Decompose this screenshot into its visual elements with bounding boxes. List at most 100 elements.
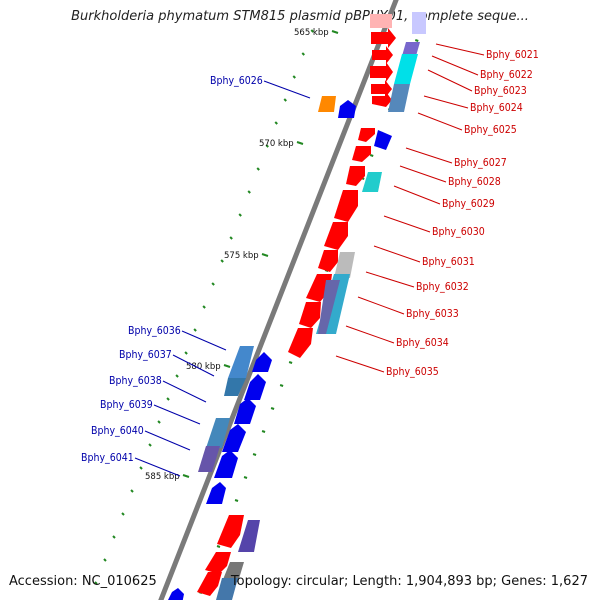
tick-mark — [331, 30, 339, 34]
gene-label[interactable]: Bphy_6032 — [416, 281, 469, 293]
gene-feature[interactable] — [205, 552, 231, 574]
tick-mark — [296, 141, 304, 145]
gene-label[interactable]: Bphy_6026 — [210, 75, 263, 87]
gene-feature[interactable] — [224, 378, 246, 396]
dash-mark — [238, 213, 242, 217]
gene-label[interactable]: Bphy_6035 — [386, 366, 439, 378]
gene-feature[interactable] — [358, 128, 375, 142]
gene-label[interactable]: Bphy_6036 — [128, 325, 181, 337]
dash-mark — [184, 351, 188, 355]
summary-text: Topology: circular; Length: 1,904,893 bp… — [230, 574, 588, 589]
gene-feature[interactable] — [198, 446, 220, 472]
gene-feature[interactable] — [206, 418, 230, 448]
gene-feature[interactable] — [206, 482, 226, 504]
gene-feature[interactable] — [346, 166, 365, 186]
gene-feature[interactable] — [371, 28, 396, 48]
leader-line — [162, 380, 207, 403]
gene-label[interactable]: Bphy_6027 — [454, 157, 507, 169]
gene-feature[interactable] — [252, 352, 272, 372]
gene-feature[interactable] — [318, 250, 338, 272]
leader-line — [181, 330, 227, 351]
gene-label[interactable]: Bphy_6039 — [100, 399, 153, 411]
label-leaders — [134, 43, 485, 477]
dash-mark — [94, 581, 98, 585]
gene-feature[interactable] — [334, 190, 358, 222]
gene-label[interactable]: Bphy_6037 — [119, 349, 172, 361]
gene-feature[interactable] — [216, 578, 238, 600]
dash-mark — [220, 259, 224, 263]
dash-mark — [301, 52, 305, 56]
dash-mark — [247, 190, 251, 194]
gene-feature[interactable] — [374, 130, 392, 150]
gene-feature[interactable] — [372, 92, 392, 107]
gene-feature[interactable] — [318, 280, 340, 334]
gene-labels: Bphy_6021 Bphy_6022 Bphy_6023 Bphy_6024 Bphy… — [81, 49, 539, 464]
gene-feature[interactable] — [372, 46, 393, 64]
dash-mark — [130, 489, 134, 493]
leader-line — [134, 457, 181, 477]
gene-feature[interactable] — [370, 62, 393, 82]
gene-feature[interactable] — [234, 398, 256, 424]
gene-feature[interactable] — [238, 520, 260, 552]
dash-mark — [256, 167, 260, 171]
leader-line — [357, 296, 405, 315]
leader-line — [399, 165, 447, 183]
gene-label[interactable]: Bphy_6025 — [464, 124, 517, 136]
gene-features — [166, 12, 426, 600]
gene-feature[interactable] — [217, 515, 244, 548]
gene-label[interactable]: Bphy_6022 — [480, 69, 533, 81]
gene-feature[interactable] — [362, 172, 382, 192]
gene-label[interactable]: Bphy_6040 — [91, 425, 144, 437]
gene-feature[interactable] — [324, 222, 348, 250]
leader-line — [365, 271, 415, 288]
gene-feature[interactable] — [288, 328, 313, 358]
gene-label[interactable]: Bphy_6031 — [422, 256, 475, 268]
leader-line — [431, 55, 479, 76]
leader-line — [263, 80, 311, 99]
gene-feature[interactable] — [352, 146, 371, 162]
leader-line — [423, 95, 469, 109]
dash-mark — [157, 420, 161, 424]
gene-feature[interactable] — [244, 374, 266, 400]
leader-line — [405, 147, 453, 164]
gene-feature[interactable] — [228, 346, 254, 378]
gene-feature[interactable] — [222, 424, 246, 452]
dash-mark — [261, 430, 266, 433]
gene-feature[interactable] — [318, 96, 336, 112]
dash-mark — [274, 121, 278, 125]
gene-label[interactable]: Bphy_6023 — [474, 85, 527, 97]
gene-label[interactable]: Bphy_6029 — [442, 198, 495, 210]
gene-feature[interactable] — [338, 100, 356, 118]
gene-label[interactable]: Bphy_6034 — [396, 337, 449, 349]
gene-feature[interactable] — [371, 80, 392, 98]
tick-label: 585 kbp — [145, 472, 180, 482]
gene-label[interactable]: Bphy_6024 — [470, 102, 523, 114]
gene-label[interactable]: Bphy_6028 — [448, 176, 501, 188]
leader-line — [383, 215, 431, 233]
gene-label[interactable]: Bphy_6038 — [109, 375, 162, 387]
gene-label[interactable]: Bphy_6041 — [81, 452, 134, 464]
tick-label: 570 kbp — [259, 139, 294, 149]
dash-mark — [175, 374, 179, 378]
gene-feature[interactable] — [166, 588, 184, 600]
gene-feature[interactable] — [222, 562, 244, 582]
gene-feature[interactable] — [402, 42, 420, 56]
leader-line — [172, 354, 215, 377]
leader-line — [144, 430, 191, 451]
gene-feature[interactable] — [388, 84, 410, 112]
tick-mark — [223, 364, 231, 368]
tick-mark — [261, 253, 269, 257]
dash-mark — [216, 545, 221, 548]
gene-feature[interactable] — [197, 572, 222, 596]
gene-feature[interactable] — [370, 14, 392, 28]
gene-label[interactable]: Bphy_6021 — [486, 49, 539, 61]
dash-mark — [292, 75, 296, 79]
gene-feature[interactable] — [334, 252, 355, 278]
dash-mark — [369, 154, 374, 157]
gene-feature[interactable] — [412, 12, 426, 34]
gene-feature[interactable] — [394, 54, 418, 84]
gene-label[interactable]: Bphy_6033 — [406, 308, 459, 320]
gene-feature[interactable] — [214, 450, 238, 478]
gene-feature[interactable] — [299, 302, 321, 328]
gene-label[interactable]: Bphy_6030 — [432, 226, 485, 238]
